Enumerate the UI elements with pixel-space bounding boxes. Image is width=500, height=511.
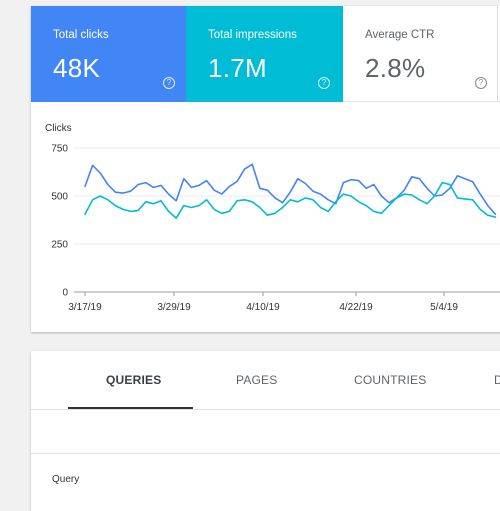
help-circle-icon[interactable]: ? [318,77,330,89]
metric-value: 2.8% [365,53,426,83]
x-tick-label: 3/17/19 [68,302,102,313]
help-circle-icon[interactable]: ? [163,77,175,89]
metric-label: Total impressions [208,29,297,41]
y-tick-label: 500 [51,192,68,203]
clicks-series-line [84,163,497,215]
tab-pages[interactable]: PAGES [236,373,278,387]
impressions-series-line [84,181,497,219]
y-tick-label: 250 [51,240,68,251]
metric-label: Average CTR [365,29,435,41]
y-axis-title: Clicks [45,123,72,134]
x-tick-label: 3/29/19 [157,302,191,313]
metric-label: Total clicks [53,29,109,41]
metric-next-partial[interactable] [498,6,500,102]
filter-row-divider [31,453,500,454]
x-tick-label: 4/10/19 [246,302,280,313]
metric-average-ctr[interactable]: Average CTR 2.8% ? [343,6,498,102]
x-tick-label: 5/4/19 [430,302,458,313]
column-header-query[interactable]: Query [52,474,80,485]
x-tick-label: 4/22/19 [339,302,373,313]
tab-countries[interactable]: COUNTRIES [354,373,427,387]
tab-devices[interactable]: D [494,373,500,387]
active-tab-indicator [68,407,193,409]
tab-divider [31,409,500,410]
performance-card: Total clicks 48K ? Total impressions 1.7… [31,6,500,332]
performance-chart: Clicks 750 500 250 0 3/17/19 3/29/19 4/10/19 4/… [31,102,500,332]
metric-value: 48K [53,53,101,83]
metric-total-clicks[interactable]: Total clicks 48K ? [31,6,186,102]
y-tick-label: 0 [62,288,68,299]
help-circle-icon[interactable]: ? [475,77,487,89]
tab-queries[interactable]: QUERIES [106,373,162,387]
metric-total-impressions[interactable]: Total impressions 1.7M ? [186,6,343,102]
y-tick-label: 750 [51,144,68,155]
chart-svg: 750 500 250 03/17/19 3/29/19 4/10/19 4/22/19 5/… [51,144,500,313]
table-card: QUERIES PAGES COUNTRIES D Query [31,351,500,511]
metric-value: 1.7M [208,53,268,83]
